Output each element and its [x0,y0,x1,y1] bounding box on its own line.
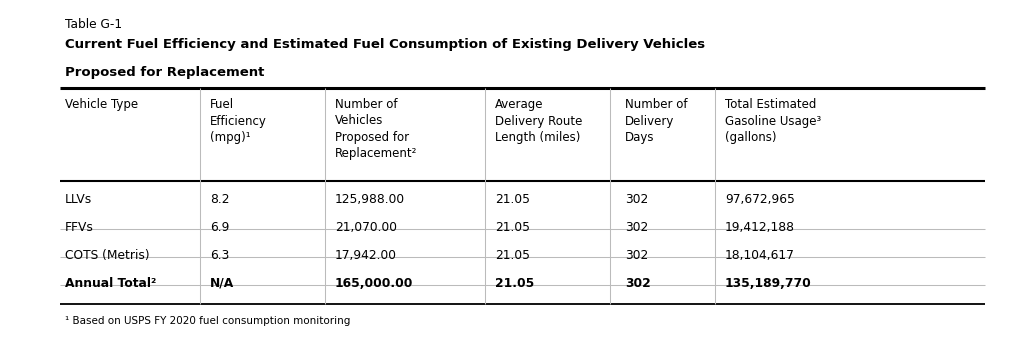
Text: 125,988.00: 125,988.00 [335,193,406,206]
Text: Average
Delivery Route
Length (miles): Average Delivery Route Length (miles) [495,98,583,144]
Text: 21,070.00: 21,070.00 [335,221,397,234]
Text: 302: 302 [625,193,648,206]
Text: 302: 302 [625,221,648,234]
Text: 19,412,188: 19,412,188 [725,221,795,234]
Text: 6.3: 6.3 [210,249,229,262]
Text: Total Estimated
Gasoline Usage³
(gallons): Total Estimated Gasoline Usage³ (gallons… [725,98,821,144]
Text: LLVs: LLVs [65,193,92,206]
Text: Current Fuel Efficiency and Estimated Fuel Consumption of Existing Delivery Vehi: Current Fuel Efficiency and Estimated Fu… [65,38,706,51]
Text: 21.05: 21.05 [495,193,530,206]
Text: 18,104,617: 18,104,617 [725,249,795,262]
Text: 135,189,770: 135,189,770 [725,277,812,290]
Text: 302: 302 [625,249,648,262]
Text: Fuel
Efficiency
(mpg)¹: Fuel Efficiency (mpg)¹ [210,98,267,144]
Text: Vehicle Type: Vehicle Type [65,98,138,111]
Text: FFVs: FFVs [65,221,94,234]
Text: Annual Total²: Annual Total² [65,277,157,290]
Text: 17,942.00: 17,942.00 [335,249,397,262]
Text: 8.2: 8.2 [210,193,229,206]
Text: 97,672,965: 97,672,965 [725,193,795,206]
Text: 21.05: 21.05 [495,249,530,262]
Text: N/A: N/A [210,277,234,290]
Text: ¹ Based on USPS FY 2020 fuel consumption monitoring: ¹ Based on USPS FY 2020 fuel consumption… [65,316,350,326]
Text: 21.05: 21.05 [495,221,530,234]
Text: 165,000.00: 165,000.00 [335,277,414,290]
Text: Table G-1: Table G-1 [65,18,122,31]
Text: 21.05: 21.05 [495,277,535,290]
Text: Number of
Delivery
Days: Number of Delivery Days [625,98,687,144]
Text: Number of
Vehicles
Proposed for
Replacement²: Number of Vehicles Proposed for Replacem… [335,98,418,160]
Text: COTS (Metris): COTS (Metris) [65,249,150,262]
Text: 6.9: 6.9 [210,221,229,234]
Text: 302: 302 [625,277,650,290]
Text: Proposed for Replacement: Proposed for Replacement [65,66,264,79]
